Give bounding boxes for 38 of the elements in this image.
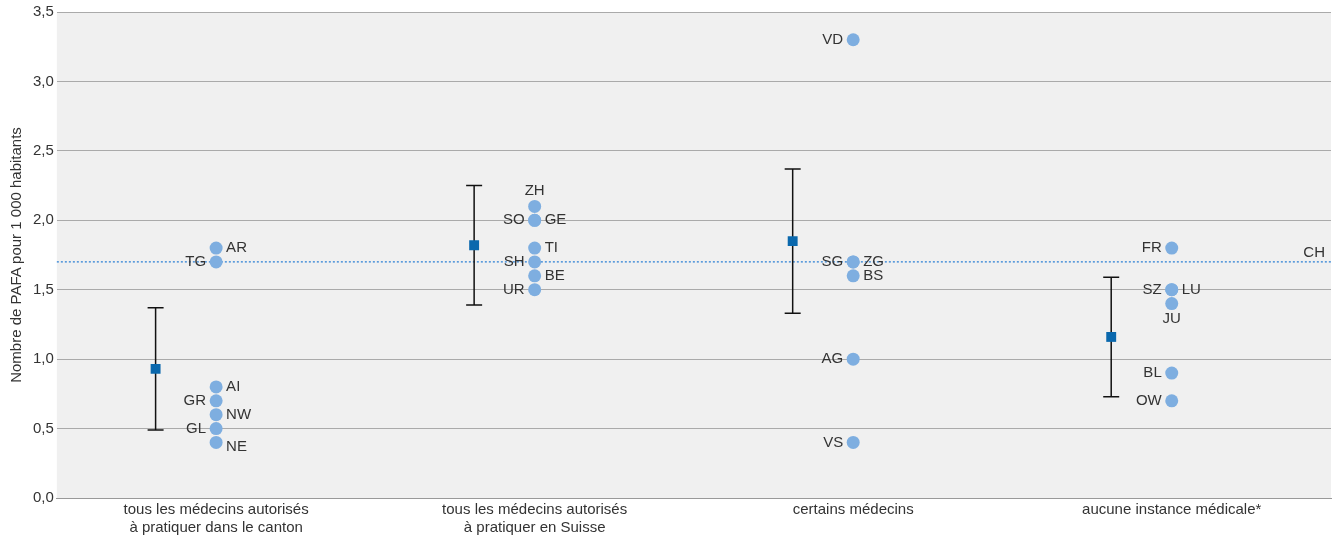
y-tick-label: 0,0 bbox=[32, 488, 54, 506]
annotation: SZ bbox=[1142, 279, 1162, 297]
annotation: VS bbox=[823, 432, 844, 450]
x-tick-label: aucune instance médicale* bbox=[1082, 500, 1262, 518]
x-tick-label: tous les médecins autorisés à pratiquer en Suisse bbox=[442, 500, 628, 536]
y-tick-label: 1,5 bbox=[32, 279, 54, 297]
annotation: TI bbox=[544, 238, 558, 256]
annotation: GE bbox=[544, 210, 567, 228]
annotation: BE bbox=[544, 265, 565, 283]
y-tick-label: 1,0 bbox=[32, 349, 54, 367]
annotation: GR bbox=[183, 390, 207, 408]
annotation: SO bbox=[502, 210, 525, 228]
y-axis-title: Nombre de PAFA pour 1 000 habitants bbox=[7, 127, 25, 383]
y-tick-label: 3,5 bbox=[32, 2, 54, 20]
annotation: NE bbox=[226, 436, 247, 454]
x-tick-label: certains médecins bbox=[792, 500, 914, 518]
x-tick-label: tous les médecins autorisés à pratiquer dans le canton bbox=[123, 500, 309, 536]
y-tick-label: 3,0 bbox=[32, 71, 54, 89]
annotation: GL bbox=[186, 418, 207, 436]
annotation: SG bbox=[821, 252, 844, 270]
annotation: OW bbox=[1135, 390, 1163, 408]
annotation: AI bbox=[226, 377, 241, 395]
annotation: TG bbox=[185, 252, 207, 270]
annotation: AR bbox=[226, 238, 248, 256]
y-tick-label: 2,0 bbox=[32, 210, 54, 228]
annotation: LU bbox=[1181, 279, 1201, 297]
y-tick-label: 2,5 bbox=[32, 141, 54, 158]
annotation: ZH bbox=[524, 181, 545, 199]
annotation: NW bbox=[226, 404, 252, 422]
annotation: JU bbox=[1162, 309, 1181, 327]
annotation: UR bbox=[502, 279, 525, 297]
annotation: SH bbox=[503, 252, 525, 270]
annotation: AG bbox=[821, 349, 844, 367]
annotation: BL bbox=[1143, 363, 1162, 381]
ref-line-label: CH bbox=[1303, 242, 1325, 260]
y-tick-label: 0,5 bbox=[32, 418, 54, 436]
annotation: VD bbox=[822, 29, 844, 47]
annotation: FR bbox=[1141, 238, 1162, 256]
